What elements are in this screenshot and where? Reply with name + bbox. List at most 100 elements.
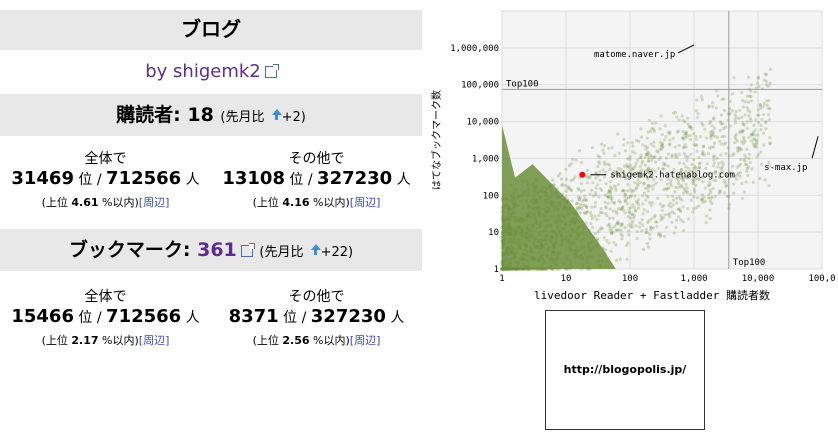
data-point [584,210,589,214]
data-point [653,155,657,159]
data-point [615,228,619,232]
data-point [577,206,581,210]
data-point [707,146,712,150]
data-point [633,194,637,198]
data-point [652,155,656,159]
external-link-icon[interactable] [240,242,255,257]
data-point [646,220,650,224]
data-point [722,134,726,138]
external-link-icon[interactable] [264,64,279,78]
data-point [629,188,633,192]
data-point [670,194,675,198]
data-point [744,180,748,184]
data-point [631,168,635,172]
data-point [743,100,748,104]
data-point [585,175,589,180]
data-point [702,144,706,148]
data-point [673,145,677,149]
data-point [632,213,637,218]
data-point [661,187,666,192]
data-point [667,143,672,147]
data-point [597,228,602,232]
data-point [681,177,685,181]
data-point [709,190,713,195]
data-point [610,174,614,178]
bookmarks-other: その他で 8371 位 / 327230 人 (上位 2.56 %以内)[周辺] [228,289,405,347]
data-point [658,147,662,151]
data-point [659,144,664,148]
data-point [752,137,756,141]
data-point [768,81,772,85]
data-point [629,194,634,198]
data-point [686,122,690,126]
data-point [733,118,737,122]
data-point [590,225,595,230]
data-point [637,175,641,179]
data-point [639,153,643,157]
nearby-link[interactable]: [周辺] [349,196,381,209]
data-point [656,196,660,200]
data-point [613,154,617,158]
data-point [765,99,769,103]
data-point [603,200,607,204]
data-point [674,196,679,200]
data-point [768,67,773,71]
nearby-link[interactable]: [周辺] [138,196,170,209]
data-point [737,164,741,168]
data-point [618,200,623,204]
data-point [725,173,729,177]
data-point [745,166,749,171]
bookmarks-count[interactable]: 361 [197,239,237,261]
data-point [724,152,728,156]
data-point [759,123,763,128]
data-point [574,201,579,205]
data-point [590,216,594,221]
data-point [658,202,662,206]
data-point [674,225,678,230]
data-point [742,158,746,162]
data-point [614,209,618,214]
data-point [744,155,748,160]
data-point [636,171,641,175]
data-point [755,81,760,85]
nearby-link[interactable]: [周辺] [349,334,381,347]
data-point [602,160,607,164]
data-point [767,98,771,103]
data-point [662,234,666,239]
data-point [642,208,646,212]
data-point [595,183,600,187]
data-point [662,203,666,208]
data-point [730,92,735,96]
x-axis-label: livedoor Reader + Fastladder 購読者数 [534,288,770,302]
data-point [721,162,725,166]
data-point [646,183,650,187]
data-point [703,199,707,203]
data-point [594,201,598,205]
data-point [623,174,627,178]
data-point [738,131,742,135]
data-point [627,206,631,211]
data-point [637,139,641,144]
data-point [615,212,619,216]
data-point [647,155,651,159]
data-point [607,188,611,192]
up-arrow-icon [310,244,321,255]
data-point [738,129,742,133]
data-point [651,187,655,191]
blogopolis-banner[interactable]: http://blogopolis.jp/ [545,310,705,430]
subscribers-compare: (先月比 +2) [220,109,306,125]
blog-byline[interactable]: by shigemk2 [0,52,422,92]
data-point [611,230,615,234]
data-point [683,120,687,124]
data-point [686,175,690,179]
nearby-link[interactable]: [周辺] [138,334,170,347]
data-point [725,183,729,187]
data-point [609,196,613,200]
data-point [694,183,698,187]
data-point [686,176,691,180]
byline-link[interactable]: by shigemk2 [145,61,261,82]
data-point [603,205,608,209]
data-point [641,194,645,198]
data-point [642,172,646,177]
y-tick-label: 1 [494,265,499,275]
